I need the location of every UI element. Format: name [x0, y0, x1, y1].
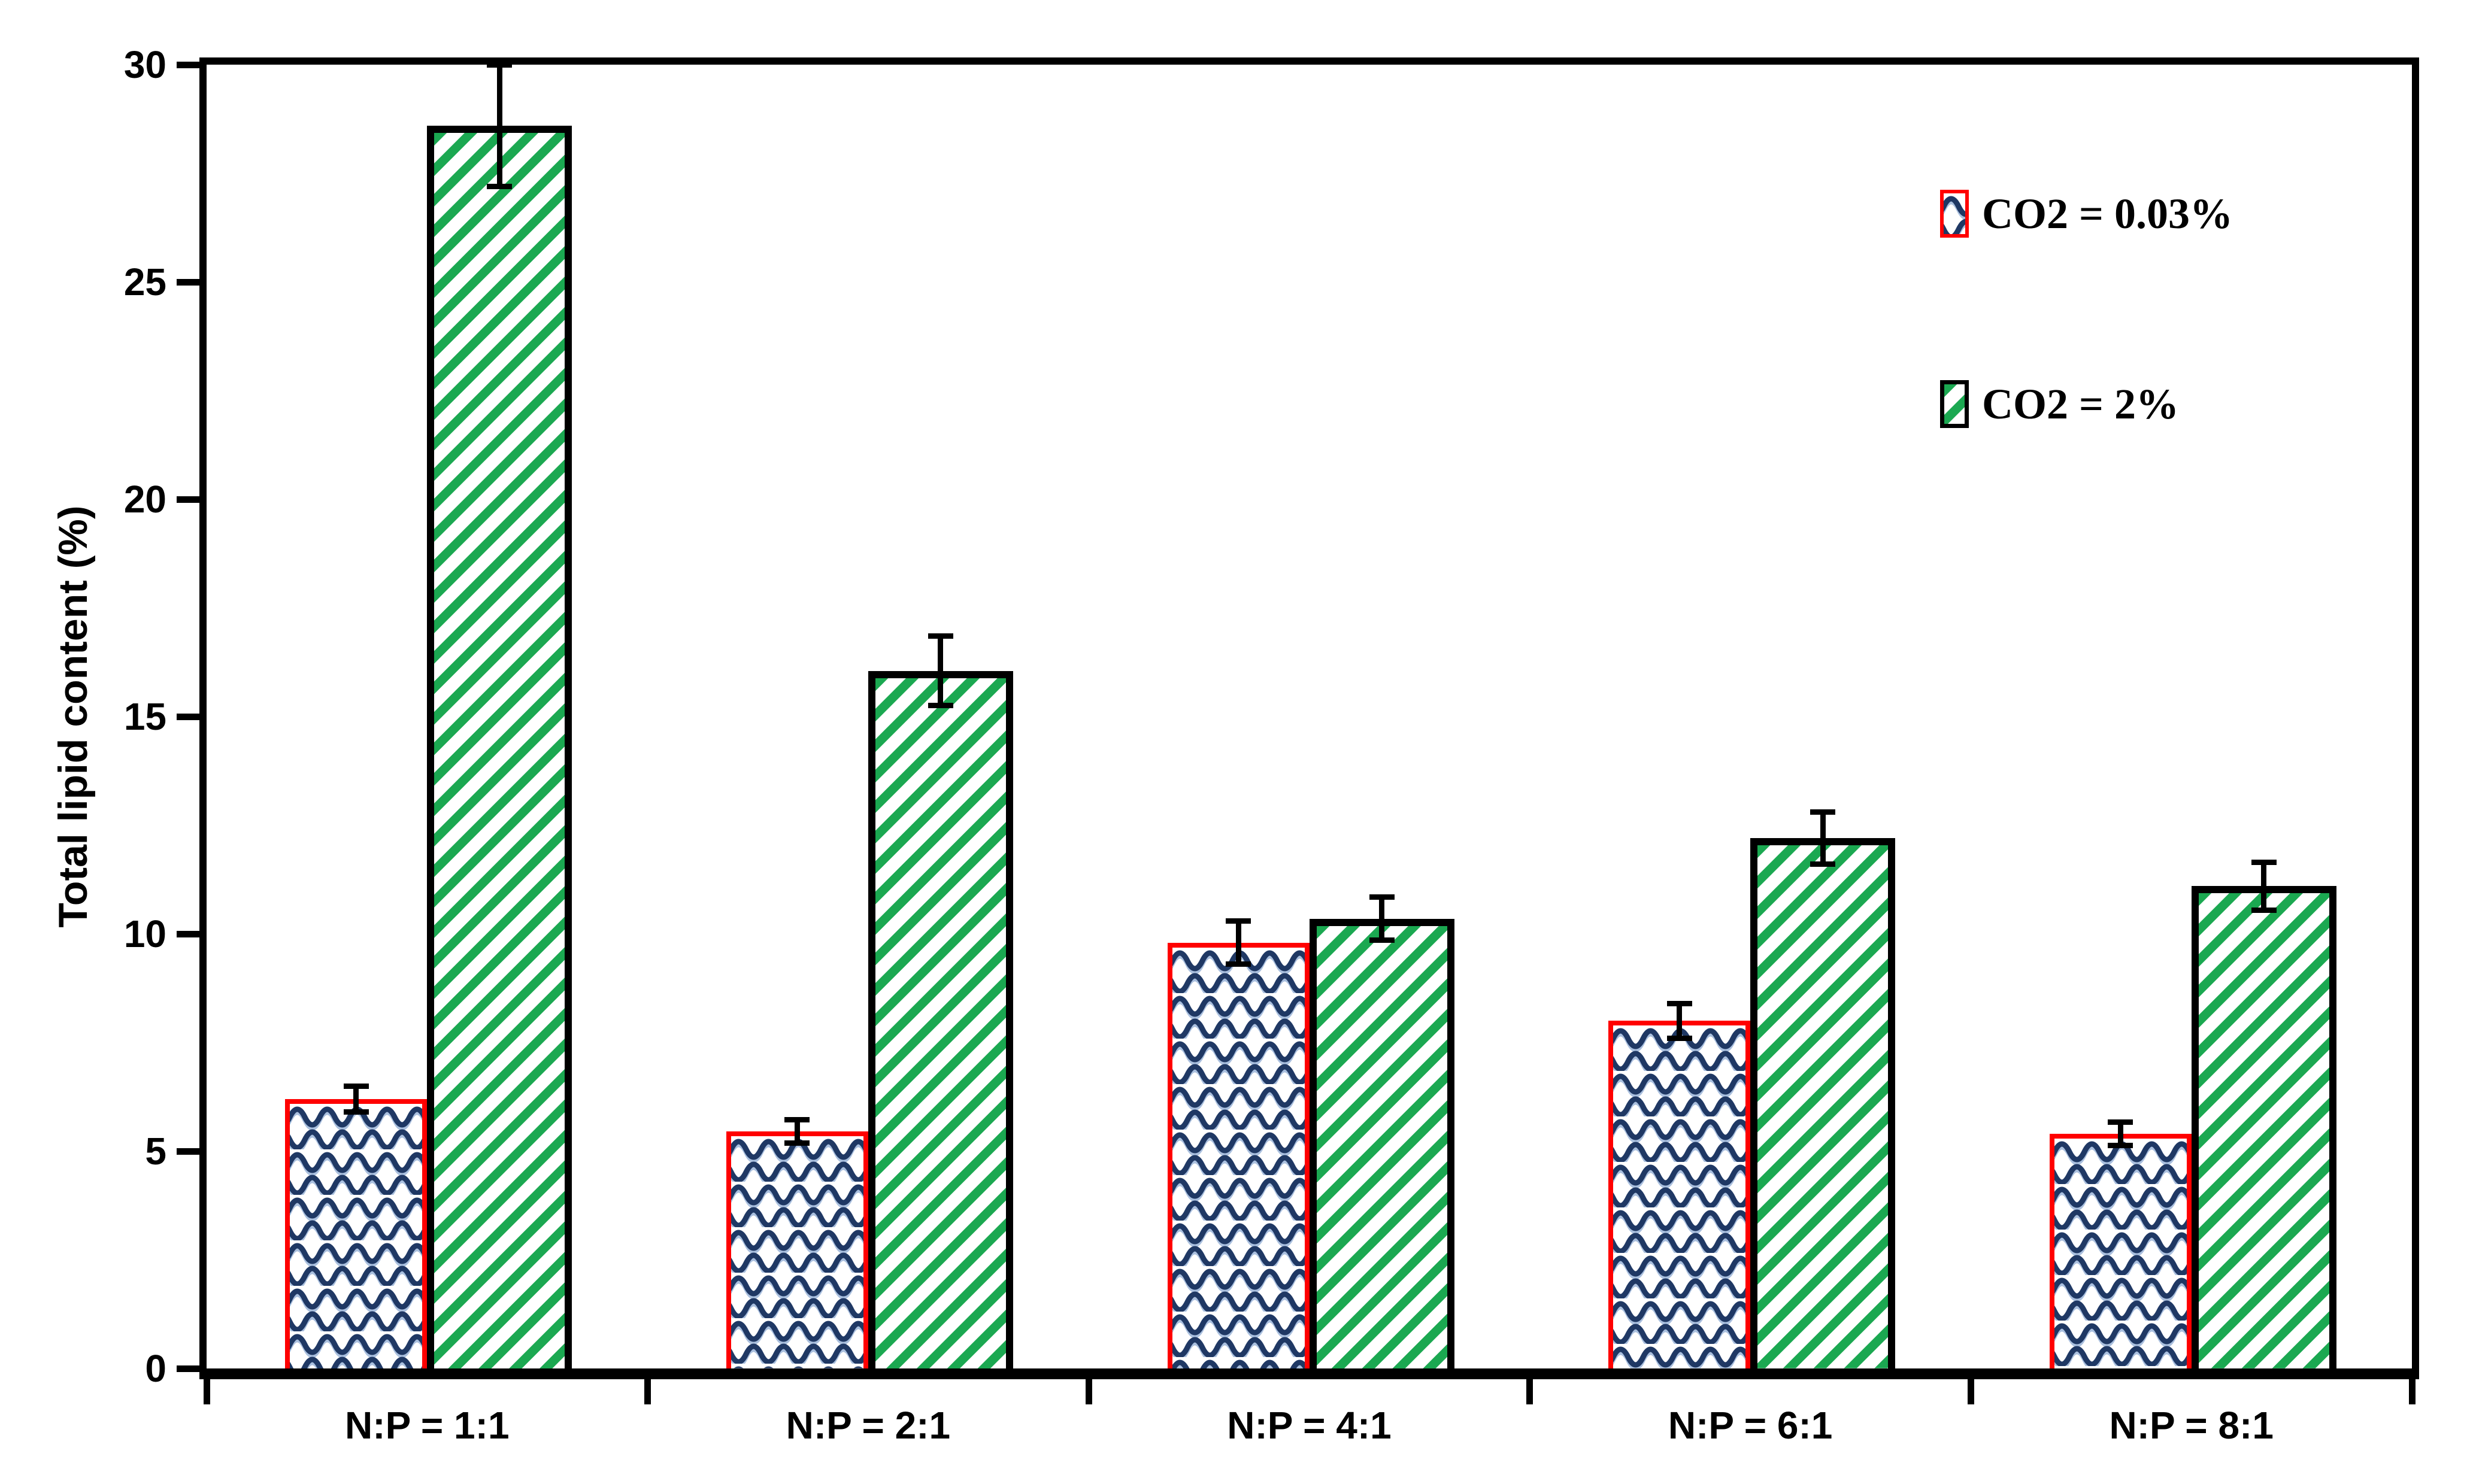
error-bar-cap-bottom	[487, 183, 513, 189]
bar-co2-003	[1608, 1021, 1751, 1368]
error-bar-cap-top	[2108, 1119, 2133, 1125]
x-tick-label: N:P = 1:1	[345, 1404, 510, 1447]
x-axis-tick	[644, 1379, 651, 1404]
error-bar-cap-bottom	[2251, 907, 2277, 913]
legend-swatch-wave-icon	[1940, 190, 1969, 238]
y-axis-tick	[177, 496, 199, 503]
y-tick-label: 10	[123, 912, 166, 955]
y-axis-tick	[177, 713, 199, 720]
error-bar-cap-top	[1810, 809, 1836, 815]
error-bar-line	[1677, 1003, 1683, 1039]
bar-co2-003	[285, 1098, 428, 1368]
x-axis-tick	[1526, 1379, 1533, 1404]
error-bar-cap-bottom	[1666, 1035, 1692, 1041]
x-tick-label: N:P = 6:1	[1668, 1404, 1833, 1447]
bar-co2-003	[2049, 1133, 2192, 1368]
x-tick-label: N:P = 4:1	[1227, 1404, 1392, 1447]
error-bar-line	[2117, 1122, 2123, 1146]
y-axis-tick	[177, 1148, 199, 1155]
error-bar-cap-top	[1226, 918, 1251, 924]
bar-co2-2	[1309, 918, 1454, 1368]
bar-co2-2	[2191, 886, 2336, 1368]
y-axis-tick	[177, 278, 199, 286]
error-bar-cap-bottom	[1369, 937, 1395, 943]
y-axis-tick	[177, 930, 199, 937]
bar-co2-2	[868, 670, 1013, 1368]
error-bar-cap-top	[2251, 859, 2277, 865]
error-bar-cap-top	[1666, 1000, 1692, 1006]
error-bar-cap-top	[784, 1117, 810, 1123]
y-tick-label: 25	[123, 260, 166, 304]
error-bar-line	[1235, 921, 1241, 964]
y-tick-label: 5	[145, 1130, 166, 1173]
y-tick-label: 20	[123, 478, 166, 521]
error-bar-cap-bottom	[1810, 861, 1836, 867]
error-bar-line	[353, 1086, 359, 1112]
error-bar-cap-bottom	[928, 703, 953, 709]
error-bar-cap-top	[487, 65, 513, 68]
error-bar-line	[938, 636, 944, 706]
y-tick-label: 0	[145, 1347, 166, 1390]
error-bar-cap-bottom	[1226, 961, 1251, 967]
legend-swatch-diagonal-icon	[1940, 380, 1969, 428]
error-bar-line	[496, 65, 502, 187]
bar-co2-003	[1167, 942, 1310, 1368]
plot-area	[207, 65, 2412, 1368]
error-bar-line	[1379, 897, 1384, 940]
error-bar-line	[1820, 812, 1826, 864]
x-axis-tick	[203, 1379, 210, 1404]
plot-frame	[199, 57, 2419, 1379]
legend-item-co2-2: CO2 = 2%	[1940, 375, 2233, 433]
legend-label-co2-2: CO2 = 2%	[1982, 380, 2180, 428]
legend-item-co2-003: CO2 = 0.03%	[1940, 185, 2233, 242]
error-bar-line	[794, 1119, 800, 1143]
y-tick-label: 15	[123, 695, 166, 738]
error-bar-cap-top	[343, 1083, 369, 1089]
x-axis-tick	[1085, 1379, 1092, 1404]
error-bar-cap-top	[928, 633, 953, 639]
error-bar-cap-bottom	[343, 1109, 369, 1115]
y-axis-tick	[177, 1365, 199, 1372]
bar-co2-2	[427, 125, 572, 1368]
bar-co2-003	[726, 1131, 868, 1368]
x-tick-label: N:P = 8:1	[2109, 1404, 2274, 1447]
x-axis-tick	[2408, 1379, 2416, 1404]
legend: CO2 = 0.03% CO2 = 2%	[1940, 185, 2233, 433]
bar-co2-2	[1750, 838, 1896, 1368]
legend-label-co2-003: CO2 = 0.03%	[1982, 189, 2233, 238]
error-bar-cap-bottom	[2108, 1143, 2133, 1149]
error-bar-cap-bottom	[784, 1140, 810, 1146]
y-axis-title: Total lipid content (%)	[50, 505, 96, 928]
error-bar-line	[2261, 862, 2267, 911]
y-axis-tick	[177, 61, 199, 68]
x-tick-label: N:P = 2:1	[786, 1404, 951, 1447]
y-tick-label: 30	[123, 43, 166, 86]
error-bar-cap-top	[1369, 894, 1395, 900]
x-axis-tick	[1967, 1379, 1974, 1404]
